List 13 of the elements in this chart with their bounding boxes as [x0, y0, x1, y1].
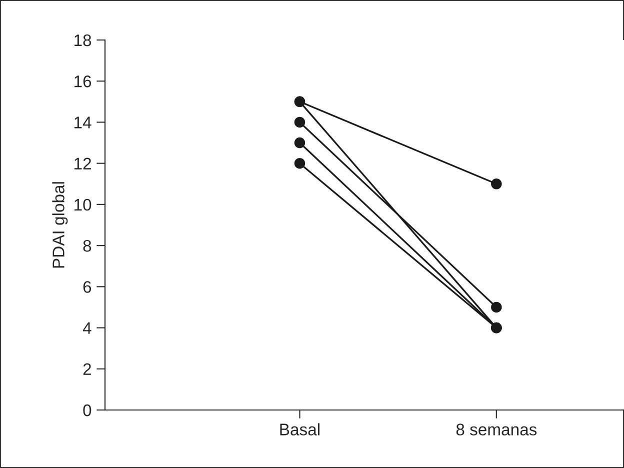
y-tick-label: 18	[74, 34, 92, 46]
x-tick-label: 8 semanas	[456, 424, 537, 436]
y-tick-label: 2	[83, 363, 91, 375]
x-tick-label: Basal	[280, 423, 320, 436]
y-tick-label: 0	[83, 404, 92, 416]
y-tick-label: 14	[74, 116, 92, 128]
y-tick-label: 4	[82, 322, 92, 334]
y-tick-label: 10	[74, 198, 92, 211]
y-tick-label: 16	[74, 76, 92, 88]
y-tick-label: 12	[74, 158, 91, 170]
y-tick-label: 8	[83, 240, 92, 252]
y-axis-title: PDAI global	[52, 182, 68, 268]
y-tick-label: 6	[83, 281, 92, 293]
